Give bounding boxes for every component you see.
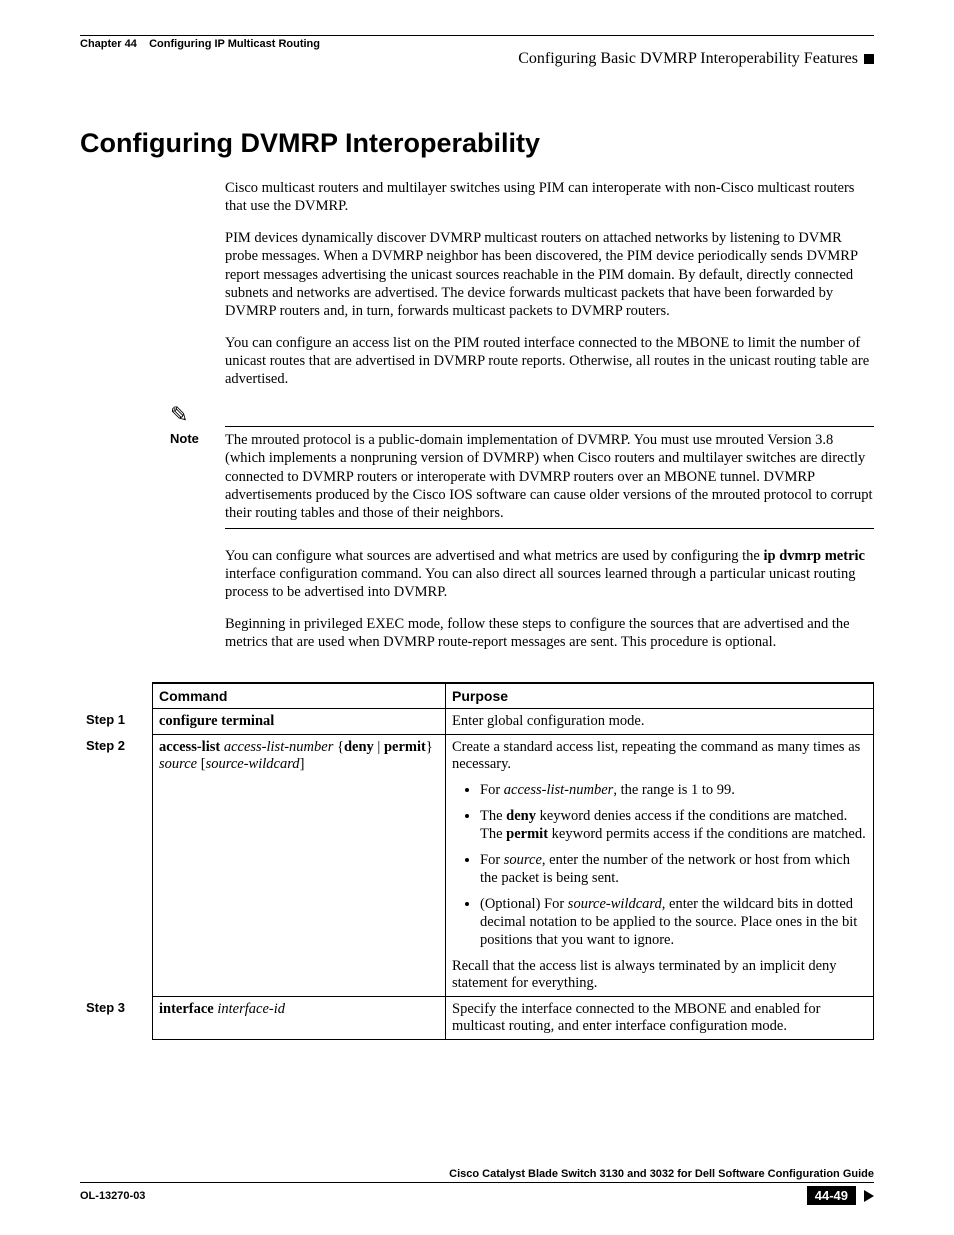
paragraph: Beginning in privileged EXEC mode, follo… [225,615,874,651]
note-icon: ✎ [170,404,188,426]
cmd-kw: access-list [159,739,220,755]
paragraph: You can configure an access list on the … [225,334,874,388]
command-name: ip dvmrp metric [763,548,864,564]
text: For [480,782,504,798]
purpose-cell: Create a standard access list, repeating… [446,734,874,996]
footer-doc-id: OL-13270-03 [80,1190,145,1202]
purpose-list: For access-list-number, the range is 1 t… [452,781,867,950]
step-label: Step 3 [80,996,153,1039]
section-heading: Configuring DVMRP Interoperability [80,128,874,159]
cmd-arg: source-wildcard [206,756,300,772]
command-cell: access-list access-list-number {deny | p… [153,734,446,996]
command-cell: configure terminal [153,708,446,734]
body-text: Cisco multicast routers and multilayer s… [225,179,874,388]
col-header-command: Command [153,683,446,709]
page-footer: Cisco Catalyst Blade Switch 3130 and 303… [80,1168,874,1205]
chapter-label: Chapter 44 [80,38,137,50]
running-header: Chapter 44 Configuring IP Multicast Rout… [80,38,874,50]
purpose-cell: Enter global configuration mode. [446,708,874,734]
note-label: Note [170,431,225,446]
header-section-title: Configuring Basic DVMRP Interoperability… [518,50,858,68]
header-rule [80,35,874,36]
note-block: ✎ Note The mrouted protocol is a public-… [170,402,874,529]
step-label: Step 2 [80,734,153,996]
command-text: configure terminal [159,713,274,729]
page-number: 44-49 [807,1186,856,1205]
cmd-arg: interface-id [217,1001,285,1017]
arg: source [504,852,542,868]
note-text: The mrouted protocol is a public-domain … [225,431,874,522]
footer-page-block: 44-49 [807,1186,874,1205]
note-rule-bottom [225,528,874,529]
text: For [480,852,504,868]
list-item: The deny keyword denies access if the co… [480,807,867,843]
footer-arrow-icon [864,1190,874,1202]
footer-rule [80,1182,874,1183]
footer-book-title: Cisco Catalyst Blade Switch 3130 and 303… [80,1168,874,1180]
text: keyword permits access if the conditions… [548,826,866,842]
table-row: Step 3 interface interface-id Specify th… [80,996,874,1039]
kw: deny [506,808,536,824]
table-row: Step 2 access-list access-list-number {d… [80,734,874,996]
cmd-kw: deny [344,739,374,755]
step-label: Step 1 [80,708,153,734]
text: (Optional) For [480,896,568,912]
text: The [480,808,506,824]
note-rule-top [225,426,874,427]
body-text-2: You can configure what sources are adver… [225,547,874,652]
table-row: Step 1 configure terminal Enter global c… [80,708,874,734]
header-marker-icon [864,54,874,64]
text: You can configure what sources are adver… [225,548,763,564]
list-item: For access-list-number, the range is 1 t… [480,781,867,799]
step-header-spacer [80,683,153,709]
purpose-cell: Specify the interface connected to the M… [446,996,874,1039]
purpose-recall: Recall that the access list is always te… [452,958,867,992]
arg: source-wildcard [568,896,662,912]
list-item: (Optional) For source-wildcard, enter th… [480,895,867,949]
header-left: Chapter 44 Configuring IP Multicast Rout… [80,38,320,50]
paragraph: PIM devices dynamically discover DVMRP m… [225,229,874,320]
cmd-kw: interface [159,1001,214,1017]
header-right: Configuring Basic DVMRP Interoperability… [80,50,874,68]
purpose-intro: Create a standard access list, repeating… [452,739,867,773]
paragraph: Cisco multicast routers and multilayer s… [225,179,874,215]
col-header-purpose: Purpose [446,683,874,709]
procedure-table: Command Purpose Step 1 configure termina… [80,682,874,1040]
cmd-arg: source [159,756,197,772]
text: interface configuration command. You can… [225,566,856,600]
cmd-kw: permit [384,739,426,755]
text: , the range is 1 to 99. [613,782,735,798]
paragraph: You can configure what sources are adver… [225,547,874,601]
command-cell: interface interface-id [153,996,446,1039]
chapter-title: Configuring IP Multicast Routing [149,38,320,50]
arg: access-list-number [504,782,614,798]
cmd-arg: access-list-number [224,739,334,755]
kw: permit [506,826,548,842]
page: Chapter 44 Configuring IP Multicast Rout… [0,0,954,1235]
list-item: For source, enter the number of the netw… [480,851,867,887]
